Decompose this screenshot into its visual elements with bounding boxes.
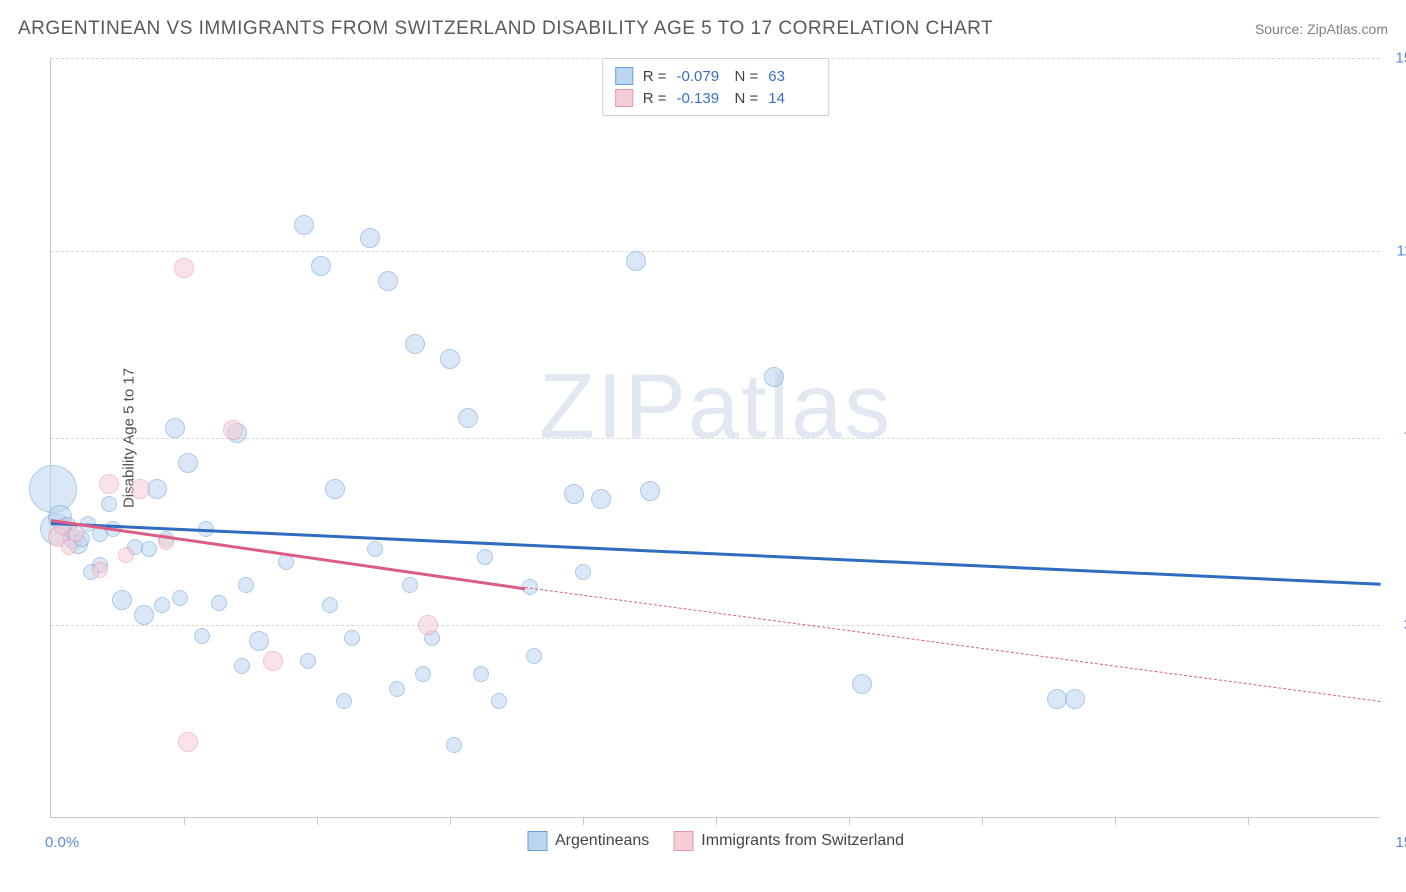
- plot-area: Disability Age 5 to 17 ZIPatlas 3.8%7.5%…: [50, 58, 1380, 818]
- data-bubble: [178, 732, 198, 752]
- stat-legend: R = -0.079 N = 63 R = -0.139 N = 14: [602, 58, 830, 116]
- data-bubble: [446, 737, 462, 753]
- legend-swatch: [673, 831, 693, 851]
- data-bubble: [440, 349, 460, 369]
- data-bubble: [402, 577, 418, 593]
- x-tick: [450, 817, 451, 825]
- bottom-legend: Argentineans Immigrants from Switzerland: [527, 831, 904, 851]
- data-bubble: [336, 693, 352, 709]
- x-tick-label-right: 15.0%: [1395, 834, 1406, 851]
- data-bubble: [234, 658, 250, 674]
- data-bubble: [178, 453, 198, 473]
- x-tick: [982, 817, 983, 825]
- stat-n-value: 14: [768, 90, 816, 107]
- data-bubble: [852, 674, 872, 694]
- legend-swatch: [615, 67, 633, 85]
- x-tick: [1248, 817, 1249, 825]
- data-bubble: [223, 420, 243, 440]
- data-bubble: [249, 631, 269, 651]
- data-bubble: [378, 271, 398, 291]
- data-bubble: [68, 526, 84, 542]
- data-bubble: [211, 595, 227, 611]
- x-tick: [849, 817, 850, 825]
- data-bubble: [626, 251, 646, 271]
- data-bubble: [1065, 689, 1085, 709]
- data-bubble: [92, 562, 108, 578]
- data-bubble: [575, 564, 591, 580]
- data-bubble: [564, 484, 584, 504]
- x-tick-label-left: 0.0%: [45, 834, 79, 851]
- watermark-thin: atlas: [688, 356, 892, 458]
- gridline: [51, 625, 1380, 626]
- data-bubble: [418, 615, 438, 635]
- data-bubble: [194, 628, 210, 644]
- bottom-legend-item: Immigrants from Switzerland: [673, 831, 904, 851]
- data-bubble: [278, 554, 294, 570]
- data-bubble: [112, 590, 132, 610]
- data-bubble: [172, 590, 188, 606]
- data-bubble: [360, 228, 380, 248]
- data-bubble: [238, 577, 254, 593]
- data-bubble: [491, 693, 507, 709]
- data-bubble: [477, 549, 493, 565]
- chart-title: ARGENTINEAN VS IMMIGRANTS FROM SWITZERLA…: [18, 18, 993, 40]
- data-bubble: [154, 597, 170, 613]
- data-bubble: [134, 605, 154, 625]
- data-bubble: [101, 496, 117, 512]
- legend-series-name: Immigrants from Switzerland: [701, 832, 904, 850]
- data-bubble: [325, 479, 345, 499]
- x-tick: [317, 817, 318, 825]
- stat-legend-row: R = -0.139 N = 14: [615, 87, 817, 109]
- y-tick-label: 11.2%: [1397, 242, 1406, 259]
- data-bubble: [99, 474, 119, 494]
- data-bubble: [165, 418, 185, 438]
- data-bubble: [118, 547, 134, 563]
- data-bubble: [174, 258, 194, 278]
- gridline: [51, 251, 1380, 252]
- data-bubble: [263, 651, 283, 671]
- stat-r-value: -0.139: [677, 90, 725, 107]
- legend-swatch: [615, 89, 633, 107]
- watermark: ZIPatlas: [539, 355, 892, 460]
- data-bubble: [300, 653, 316, 669]
- stat-n-label: N =: [735, 90, 759, 107]
- stat-n-value: 63: [768, 68, 816, 85]
- data-bubble: [473, 666, 489, 682]
- y-tick-label: 15.0%: [1395, 50, 1406, 67]
- data-bubble: [640, 481, 660, 501]
- stat-r-label: R =: [643, 90, 667, 107]
- data-bubble: [367, 541, 383, 557]
- data-bubble: [344, 630, 360, 646]
- trend-line: [51, 522, 1381, 585]
- data-bubble: [764, 367, 784, 387]
- data-bubble: [389, 681, 405, 697]
- data-bubble: [415, 666, 431, 682]
- data-bubble: [322, 597, 338, 613]
- data-bubble: [294, 215, 314, 235]
- bottom-legend-item: Argentineans: [527, 831, 649, 851]
- gridline: [51, 438, 1380, 439]
- data-bubble: [311, 256, 331, 276]
- data-bubble: [458, 408, 478, 428]
- x-tick: [184, 817, 185, 825]
- stat-r-label: R =: [643, 68, 667, 85]
- x-tick: [1115, 817, 1116, 825]
- data-bubble: [405, 334, 425, 354]
- stat-n-label: N =: [735, 68, 759, 85]
- data-bubble: [526, 648, 542, 664]
- data-bubble: [130, 479, 150, 499]
- x-tick: [716, 817, 717, 825]
- x-tick: [583, 817, 584, 825]
- stat-r-value: -0.079: [677, 68, 725, 85]
- source-label: Source: ZipAtlas.com: [1255, 21, 1388, 37]
- trend-line-dashed: [525, 587, 1381, 702]
- data-bubble: [147, 479, 167, 499]
- data-bubble: [141, 541, 157, 557]
- legend-swatch: [527, 831, 547, 851]
- legend-series-name: Argentineans: [555, 832, 649, 850]
- watermark-bold: ZIP: [539, 356, 688, 458]
- data-bubble: [591, 489, 611, 509]
- stat-legend-row: R = -0.079 N = 63: [615, 65, 817, 87]
